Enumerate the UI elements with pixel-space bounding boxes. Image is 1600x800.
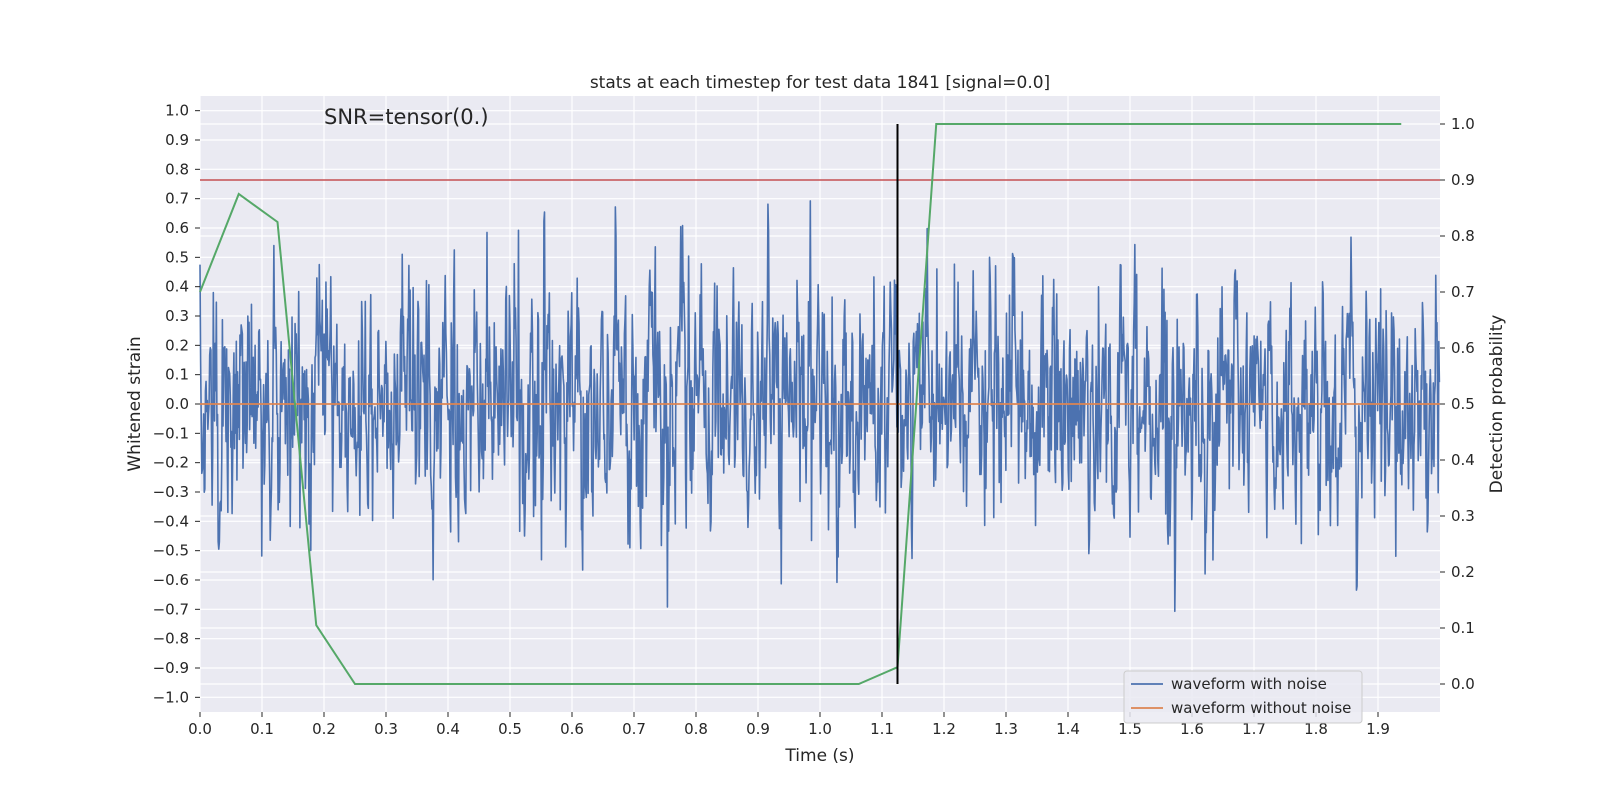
- x-tick-label-5: 0.5: [498, 720, 522, 738]
- y-left-tick-label-17: −0.7: [153, 600, 189, 618]
- x-tick-label-4: 0.4: [436, 720, 460, 738]
- y-right-tick-label-8: 0.2: [1451, 563, 1475, 581]
- x-tick-label-16: 1.6: [1180, 720, 1204, 738]
- y-left-tick-label-7: 0.3: [165, 307, 189, 325]
- y-left-tick-label-19: −0.9: [153, 659, 189, 677]
- detection-probability-line: [199, 123, 1402, 685]
- x-tick-label-11: 1.1: [870, 720, 894, 738]
- legend: waveform with noise waveform without noi…: [1123, 670, 1363, 724]
- legend-label-waveform-without-noise: waveform without noise: [1171, 699, 1351, 717]
- x-tick-label-6: 0.6: [560, 720, 584, 738]
- y-left-tick-label-2: 0.8: [165, 160, 189, 178]
- y-left-axis-ticks: 1.0 0.9 0.8 0.7 0.6 0.5 0.4 0.3 0.2 0.1 0.0 −0.1 −0.…: [153, 102, 200, 706]
- x-tick-label-15: 1.5: [1118, 720, 1142, 738]
- y-right-tick-label-7: 0.3: [1451, 507, 1475, 525]
- x-tick-label-18: 1.8: [1304, 720, 1328, 738]
- y-left-tick-label-6: 0.4: [165, 278, 189, 296]
- y-right-tick-label-6: 0.4: [1451, 451, 1475, 469]
- y-right-axis-label: Detection probability: [1487, 315, 1507, 494]
- y-right-tick-label-2: 0.8: [1451, 227, 1475, 245]
- y-left-tick-label-11: −0.1: [153, 424, 189, 442]
- x-tick-label-0: 0.0: [188, 720, 212, 738]
- x-tick-label-1: 0.1: [250, 720, 274, 738]
- x-tick-label-2: 0.2: [312, 720, 336, 738]
- y-left-tick-label-16: −0.6: [153, 571, 189, 589]
- x-tick-label-10: 1.0: [808, 720, 832, 738]
- x-tick-label-13: 1.3: [994, 720, 1018, 738]
- legend-box: [1123, 670, 1363, 724]
- y-left-tick-label-1: 0.9: [165, 131, 189, 149]
- y-right-axis-ticks: 1.0 0.9 0.8 0.7 0.6 0.5 0.4 0.3 0.2 0.1 0.0: [1440, 115, 1475, 693]
- x-tick-label-9: 0.9: [746, 720, 770, 738]
- y-left-tick-label-10: 0.0: [165, 395, 189, 413]
- x-tick-label-7: 0.7: [622, 720, 646, 738]
- y-left-tick-label-18: −0.8: [153, 630, 189, 648]
- y-right-tick-label-1: 0.9: [1451, 171, 1475, 189]
- y-right-tick-label-5: 0.5: [1451, 395, 1475, 413]
- y-right-tick-label-0: 1.0: [1451, 115, 1475, 133]
- y-right-tick-label-10: 0.0: [1451, 675, 1475, 693]
- y-left-tick-label-12: −0.2: [153, 454, 189, 472]
- y-left-axis-label: Whitened strain: [125, 336, 145, 471]
- y-left-tick-label-8: 0.2: [165, 336, 189, 354]
- y-left-tick-label-0: 1.0: [165, 102, 189, 120]
- y-left-tick-label-13: −0.3: [153, 483, 189, 501]
- legend-label-waveform-with-noise: waveform with noise: [1171, 675, 1327, 693]
- x-tick-label-12: 1.2: [932, 720, 956, 738]
- x-axis-label: Time (s): [784, 746, 854, 766]
- x-tick-label-19: 1.9: [1366, 720, 1390, 738]
- chart-title: stats at each timestep for test data 184…: [590, 73, 1050, 93]
- y-left-tick-label-15: −0.5: [153, 542, 189, 560]
- x-tick-label-17: 1.7: [1242, 720, 1266, 738]
- y-left-tick-label-20: −1.0: [153, 688, 189, 706]
- snr-annotation: SNR=tensor(0.): [324, 105, 489, 129]
- y-left-tick-label-4: 0.6: [165, 219, 189, 237]
- x-axis-ticks: 0.0 0.1 0.2 0.3 0.4 0.5 0.6 0.7 0.8 0.9 1.0 1.1 1.2 1…: [188, 712, 1390, 738]
- x-tick-label-14: 1.4: [1056, 720, 1080, 738]
- x-tick-label-3: 0.3: [374, 720, 398, 738]
- series-detection-probability: [199, 123, 1402, 685]
- series-waveform-with-noise: [199, 200, 1441, 613]
- y-left-tick-label-14: −0.4: [153, 512, 189, 530]
- y-left-tick-label-9: 0.1: [165, 366, 189, 384]
- waveform-with-noise-line: [199, 200, 1441, 613]
- y-left-tick-label-5: 0.5: [165, 248, 189, 266]
- y-right-tick-label-9: 0.1: [1451, 619, 1475, 637]
- y-right-tick-label-4: 0.6: [1451, 339, 1475, 357]
- x-tick-label-8: 0.8: [684, 720, 708, 738]
- y-left-tick-label-3: 0.7: [165, 190, 189, 208]
- y-right-tick-label-3: 0.7: [1451, 283, 1475, 301]
